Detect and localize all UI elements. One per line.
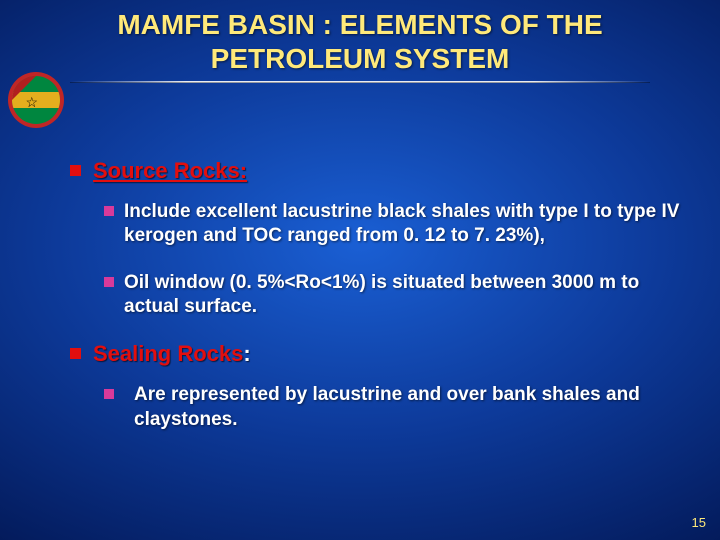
section-heading: Source Rocks: [93, 158, 247, 184]
content-area: Source Rocks: Include excellent lacustri… [70, 158, 680, 454]
page-number: 15 [692, 515, 706, 530]
list-item-text: Include excellent lacustrine black shale… [124, 200, 680, 249]
list-item-text: Are represented by lacustrine and over b… [134, 383, 680, 432]
section-source-rocks: Source Rocks: Include excellent lacustri… [70, 158, 680, 319]
slide-title: MAMFE BASIN : ELEMENTS OF THE PETROLEUM … [0, 0, 720, 79]
bullet-icon [104, 389, 114, 399]
bullet-icon [104, 206, 114, 216]
section-heading-text: Sealing Rocks [93, 341, 243, 366]
bullet-icon [104, 277, 114, 287]
list-item: Oil window (0. 5%<Ro<1%) is situated bet… [104, 271, 680, 320]
logo-badge: ☆ [8, 72, 64, 128]
bullet-icon [70, 165, 81, 176]
section-heading: Sealing Rocks: [93, 341, 251, 367]
section-sealing-rocks: Sealing Rocks: Are represented by lacust… [70, 341, 680, 432]
list-item-text: Oil window (0. 5%<Ro<1%) is situated bet… [124, 271, 680, 320]
list-item: Include excellent lacustrine black shale… [104, 200, 680, 249]
section-heading-colon: : [243, 341, 250, 366]
bullet-icon [70, 348, 81, 359]
title-divider [70, 81, 650, 83]
list-item: Are represented by lacustrine and over b… [104, 383, 680, 432]
star-icon: ☆ [25, 95, 38, 109]
